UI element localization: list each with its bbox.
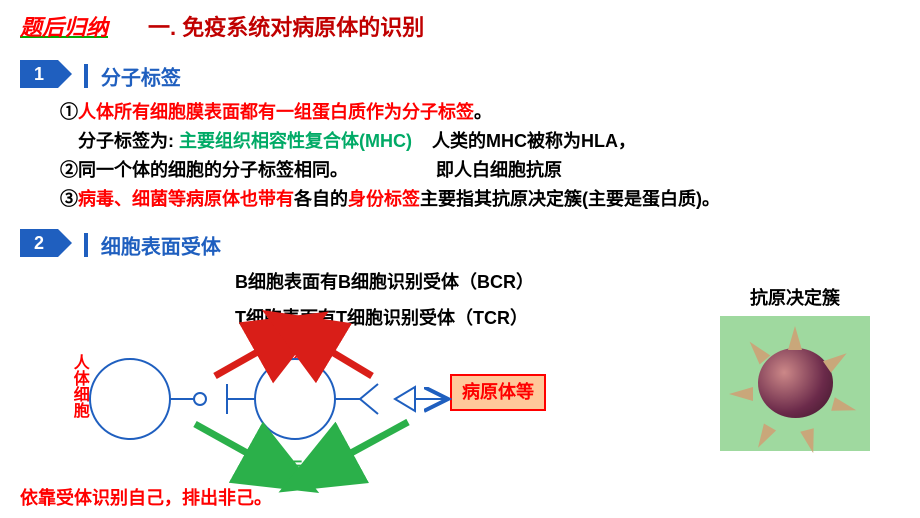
main-title: 题后归纳: [20, 10, 108, 42]
line4-black2: 主要指其抗原决定簇(主要是蛋白质)。: [420, 189, 720, 209]
cell1-label: 人体细胞: [70, 354, 87, 418]
line2-right1: 人类的MHC被称为HLA，: [432, 127, 636, 156]
part1: 1 分子标签 ①人体所有细胞膜表面都有一组蛋白质作为分子标签。 分子标签为: 主…: [20, 60, 900, 213]
bcr-text: B细胞表面有B细胞识别受体（BCR）: [235, 264, 534, 300]
pathogen-box: 病原体等: [450, 374, 546, 412]
part2: 2 细胞表面受体: [20, 229, 900, 259]
subheading-1: 分子标签: [101, 67, 181, 89]
antigen-image: [720, 316, 870, 451]
virus-icon: [758, 348, 833, 418]
line2-green: 主要组织相容性复合体(MHC): [179, 131, 412, 151]
pathogen-label: 病原体等: [462, 382, 534, 402]
numbox-1: 1: [20, 60, 58, 88]
bar-1: [84, 64, 88, 88]
line1-red: 人体所有细胞膜表面都有一组蛋白质作为分子标签: [78, 102, 474, 122]
part1-content: ①人体所有细胞膜表面都有一组蛋白质作为分子标签。 分子标签为: 主要组织相容性复…: [60, 98, 900, 213]
subheading-2: 细胞表面受体: [101, 237, 221, 259]
identity-label: 身份标签: [252, 454, 320, 479]
line1-post: 。: [474, 102, 492, 122]
line4-red1: 病毒、细菌等病原体也带有: [78, 189, 294, 209]
diagram-area: B细胞表面有B细胞识别受体（BCR） T细胞表面有T细胞识别受体（TCR） 抗原…: [20, 264, 900, 494]
line2-right2: 即人白细胞抗原: [436, 156, 562, 185]
bar-2: [84, 233, 88, 257]
receptor-text: B细胞表面有B细胞识别受体（BCR） T细胞表面有T细胞识别受体（TCR）: [235, 264, 534, 336]
line4-black: 各自的: [294, 189, 348, 209]
line2-black: 分子标签为:: [78, 131, 174, 151]
numbox-2: 2: [20, 229, 58, 257]
header: 题后归纳 一. 免疫系统对病原体的识别: [20, 10, 900, 42]
receptor-label: 受体: [276, 330, 310, 355]
line1-pre: ①: [60, 102, 78, 122]
line4-pre: ③: [60, 189, 78, 209]
conclusion: 依靠受体识别自己，排出非己。: [20, 484, 272, 510]
antigen-cluster-label: 抗原决定簇: [750, 284, 840, 310]
line4-red2: 身份标签: [348, 189, 420, 209]
line3: ②同一个体的细胞的分子标签相同。: [60, 156, 348, 185]
cell2-label: 免疫细胞: [288, 354, 305, 418]
section-title: 一. 免疫系统对病原体的识别: [148, 10, 424, 42]
